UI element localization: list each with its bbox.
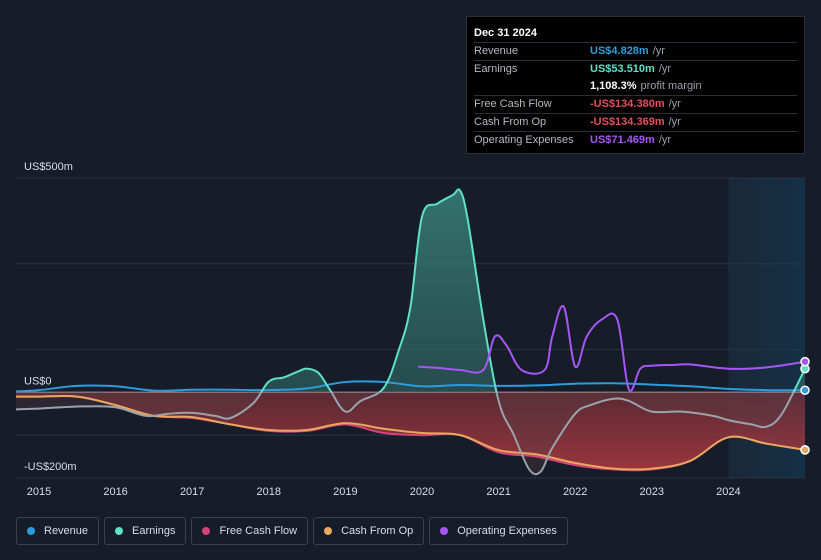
- tooltip-row: Free Cash Flow -US$134.380m/yr: [474, 95, 797, 113]
- tooltip-row-value: US$4.828m: [590, 43, 649, 60]
- x-tick-label: 2019: [333, 486, 357, 498]
- tooltip-row-value: 1,108.3%: [590, 78, 636, 95]
- tooltip-row-label: Cash From Op: [474, 114, 590, 131]
- x-tick-label: 2021: [486, 486, 510, 498]
- tooltip-date: Dec 31 2024: [474, 25, 797, 41]
- x-axis-labels: 2015 2016 2017 2018 2019 2020 2021 2022 2023 2024: [27, 486, 741, 498]
- tooltip-row-unit: /yr: [669, 96, 681, 113]
- tooltip-row: Cash From Op -US$134.369m/yr: [474, 113, 797, 131]
- x-tick-label: 2024: [716, 486, 740, 498]
- operating-expenses-end-dot: [801, 358, 809, 366]
- y-tick-label: US$500m: [24, 161, 73, 173]
- legend-item-revenue[interactable]: Revenue: [16, 517, 99, 545]
- legend-item-free-cash-flow[interactable]: Free Cash Flow: [191, 517, 308, 545]
- tooltip-row-unit: /yr: [659, 132, 671, 149]
- x-tick-label: 2017: [180, 486, 204, 498]
- tooltip-row-label: Free Cash Flow: [474, 96, 590, 113]
- legend: Revenue Earnings Free Cash Flow Cash From O…: [16, 517, 568, 545]
- y-tick-label: -US$200m: [24, 461, 77, 473]
- tooltip-row: Operating Expenses US$71.469m/yr: [474, 131, 797, 149]
- tooltip-panel: Dec 31 2024 Revenue US$4.828m/yr Earnings U…: [466, 16, 805, 154]
- tooltip-row-value: -US$134.369m: [590, 114, 665, 131]
- legend-dot-icon: [202, 527, 210, 535]
- legend-label: Cash From Op: [341, 525, 413, 537]
- legend-dot-icon: [440, 527, 448, 535]
- tooltip-row: Revenue US$4.828m/yr: [474, 42, 797, 60]
- x-tick-label: 2015: [27, 486, 51, 498]
- legend-label: Free Cash Flow: [219, 525, 297, 537]
- y-axis-labels: US$500m US$0 -US$200m: [24, 161, 77, 473]
- legend-dot-icon: [324, 527, 332, 535]
- tooltip-row-unit: /yr: [659, 61, 671, 78]
- legend-dot-icon: [115, 527, 123, 535]
- tooltip-row: Earnings US$53.510m/yr: [474, 60, 797, 78]
- tooltip-row-label: Revenue: [474, 43, 590, 60]
- tooltip-row-value: US$53.510m: [590, 61, 655, 78]
- legend-label: Revenue: [44, 525, 88, 537]
- x-tick-label: 2023: [640, 486, 664, 498]
- tooltip-row-label: Operating Expenses: [474, 132, 590, 149]
- legend-label: Earnings: [132, 525, 175, 537]
- tooltip-row-unit: /yr: [653, 43, 665, 60]
- legend-label: Operating Expenses: [457, 525, 557, 537]
- x-tick-label: 2016: [103, 486, 127, 498]
- tooltip-row-label: [474, 78, 590, 95]
- x-tick-label: 2018: [257, 486, 281, 498]
- tooltip-row-unit: /yr: [669, 114, 681, 131]
- x-tick-label: 2022: [563, 486, 587, 498]
- revenue-end-dot: [801, 386, 809, 394]
- legend-item-operating-expenses[interactable]: Operating Expenses: [429, 517, 568, 545]
- cash-from-op-end-dot: [801, 446, 809, 454]
- tooltip-row-value: US$71.469m: [590, 132, 655, 149]
- legend-dot-icon: [27, 527, 35, 535]
- x-tick-label: 2020: [410, 486, 434, 498]
- tooltip-row-value: -US$134.380m: [590, 96, 665, 113]
- tooltip-row-label: Earnings: [474, 61, 590, 78]
- tooltip-row: 1,108.3% profit margin: [474, 78, 797, 95]
- y-tick-label: US$0: [24, 375, 52, 387]
- tooltip-row-unit: profit margin: [640, 78, 701, 95]
- legend-item-earnings[interactable]: Earnings: [104, 517, 186, 545]
- legend-item-cash-from-op[interactable]: Cash From Op: [313, 517, 424, 545]
